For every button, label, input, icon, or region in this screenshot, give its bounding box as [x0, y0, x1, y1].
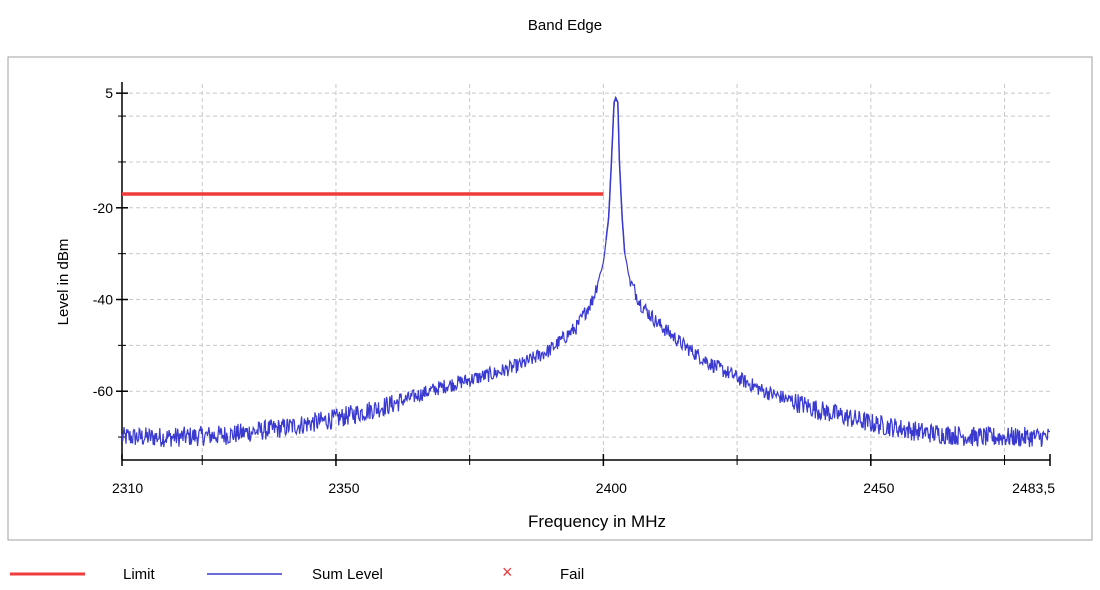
x-tick-label: 2483,5 [1012, 480, 1055, 496]
x-tick-label: 2310 [112, 480, 143, 496]
x-tick-label: 2400 [596, 480, 627, 496]
y-tick-label: -40 [93, 292, 113, 308]
y-axis-label: Level in dBm [55, 239, 72, 326]
legend-fail-marker-icon: × [502, 562, 513, 582]
legend-limit-label: Limit [123, 566, 156, 583]
x-tick-label: 2350 [328, 480, 359, 496]
legend: Limit Sum Level × Fail [10, 562, 584, 583]
series-layer [121, 95, 1051, 448]
chart-title: Band Edge [528, 17, 602, 34]
tick-labels: 5 -20 -40 -60 2310 2350 2400 2450 2483,5 [93, 85, 1055, 496]
x-axis-label: Frequency in MHz [528, 512, 666, 531]
series-sum-level-line [121, 96, 1051, 448]
legend-fail-label: Fail [560, 566, 584, 583]
legend-sum-level-label: Sum Level [312, 566, 383, 583]
series-sum-level-peak [605, 95, 626, 254]
x-tick-label: 2450 [863, 480, 894, 496]
plot-frame [7, 56, 1093, 541]
y-tick-label: -60 [93, 383, 113, 399]
y-tick-label: -20 [93, 200, 113, 216]
axes [116, 82, 1051, 466]
y-tick-label: 5 [105, 85, 113, 101]
grid-lines [122, 84, 1050, 460]
